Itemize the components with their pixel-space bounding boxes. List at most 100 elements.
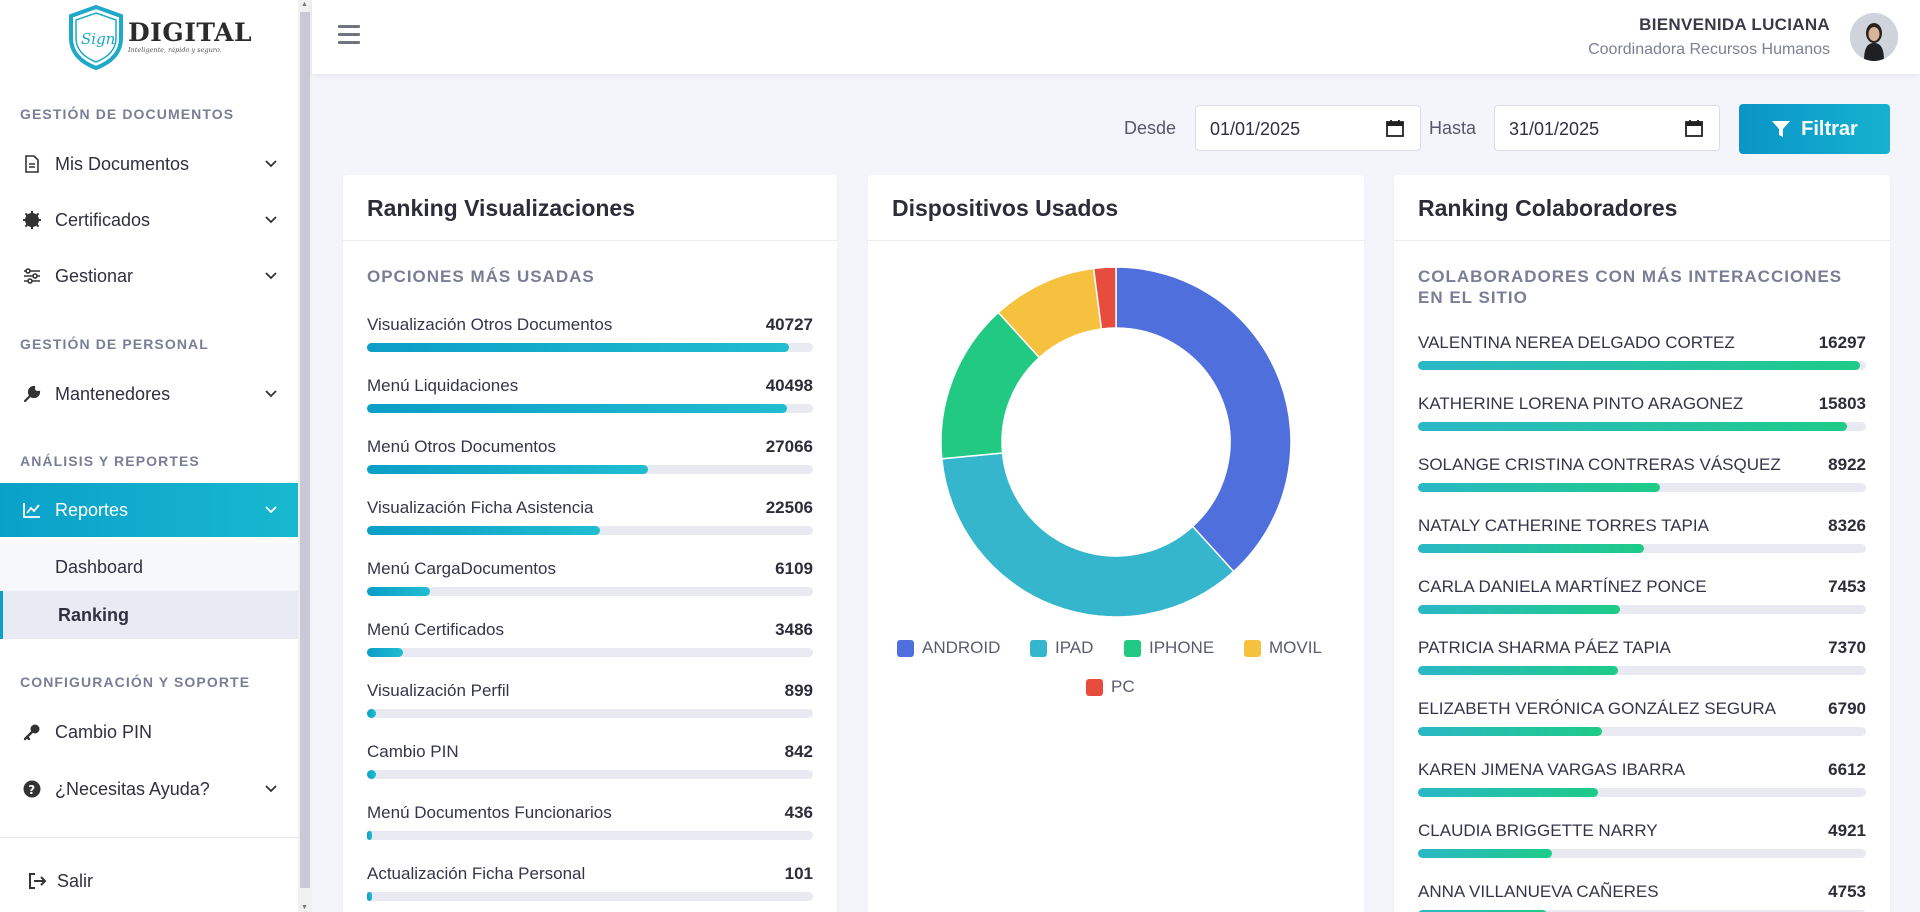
scroll-down-arrow-icon[interactable]: ▼: [301, 904, 308, 911]
sidebar-item-label: ¿Necesitas Ayuda?: [55, 778, 210, 799]
row-value: 40498: [765, 376, 813, 395]
row-value: 7453: [1828, 577, 1866, 596]
filter-button[interactable]: Filtrar: [1739, 104, 1890, 154]
row-label: ANNA VILLANUEVA CAÑERES: [1418, 882, 1659, 901]
row-value: 27066: [765, 437, 813, 456]
logout-label: Salir: [57, 870, 94, 891]
legend-swatch: [1244, 639, 1261, 657]
user-role: Coordinadora Recursos Humanos: [1588, 41, 1830, 58]
sidebar-item-reportes[interactable]: Reportes: [0, 483, 298, 537]
row-value: 22506: [765, 498, 813, 517]
hamburger-menu-icon[interactable]: [338, 25, 360, 45]
row-label: NATALY CATHERINE TORRES TAPIA: [1418, 516, 1709, 535]
ranking-row: CARLA DANIELA MARTÍNEZ PONCE 7453: [1418, 577, 1866, 617]
row-label: CARLA DANIELA MARTÍNEZ PONCE: [1418, 577, 1707, 596]
ranking-row: Cambio PIN 842: [367, 742, 813, 782]
wrench-icon: [22, 384, 42, 404]
progress-fill: [367, 831, 373, 840]
row-label: ELIZABETH VERÓNICA GONZÁLEZ SEGURA: [1418, 699, 1777, 718]
row-value: 7370: [1828, 638, 1866, 657]
ranking-row: PATRICIA SHARMA PÁEZ TAPIA 7370: [1418, 638, 1866, 678]
progress-track: [367, 770, 813, 779]
ranking-row: VALENTINA NEREA DELGADO CORTEZ 16297: [1418, 333, 1866, 373]
legend-item-ipad[interactable]: IPAD: [1030, 638, 1093, 658]
calendar-icon[interactable]: [1685, 119, 1703, 137]
sidebar-subitem-dashboard[interactable]: Dashboard: [0, 543, 298, 591]
scrollbar-thumb[interactable]: [300, 12, 310, 888]
card-title: Ranking Colaboradores: [1394, 175, 1890, 241]
row-value: 101: [784, 864, 813, 883]
legend-swatch: [897, 639, 914, 657]
sidebar-item-certificados[interactable]: Certificados: [0, 193, 298, 247]
row-value: 40727: [765, 315, 813, 334]
progress-track: [367, 648, 813, 657]
sidebar-item-cambio-pin[interactable]: Cambio PIN: [0, 705, 298, 759]
logout-button[interactable]: Salir: [0, 854, 298, 908]
ranking-row: Visualización Otros Documentos 40727: [367, 315, 813, 355]
ranking-row: Visualización Ficha Asistencia 22506: [367, 498, 813, 538]
sidebar-item-gestionar[interactable]: Gestionar: [0, 249, 298, 303]
avatar[interactable]: [1850, 13, 1898, 61]
row-value: 6790: [1828, 699, 1866, 718]
logo-text: DIGITAL: [128, 18, 253, 47]
row-label: Menú Otros Documentos: [367, 437, 556, 456]
row-value: 6109: [775, 559, 813, 578]
legend-item-pc[interactable]: PC: [1086, 677, 1135, 697]
donut-slice-ipad[interactable]: [940, 452, 1235, 618]
legend-item-iphone[interactable]: IPHONE: [1124, 638, 1214, 658]
ranking-collaborators-card: Ranking Colaboradores COLABORADORES CON …: [1394, 175, 1890, 912]
ranking-row: Menú Certificados 3486: [367, 620, 813, 660]
progress-track: [1418, 788, 1866, 797]
ranking-row: Actualización Ficha Personal 101: [367, 864, 813, 904]
donut-slice-pc[interactable]: [1092, 266, 1117, 330]
legend-label: IPHONE: [1149, 638, 1215, 657]
legend-item-movil[interactable]: MOVIL: [1244, 638, 1322, 658]
progress-track: [1418, 727, 1866, 736]
section-configuracion-soporte: CONFIGURACIÓN Y SOPORTE: [20, 674, 251, 690]
ranking-row: KAREN JIMENA VARGAS IBARRA 6612: [1418, 760, 1866, 800]
chevron-down-icon: [265, 506, 277, 514]
donut-slice-android[interactable]: [1115, 266, 1292, 573]
to-date-input[interactable]: 31/01/2025: [1494, 105, 1720, 151]
row-label: KAREN JIMENA VARGAS IBARRA: [1418, 760, 1686, 779]
welcome-text: BIENVENIDA LUCIANA: [1639, 15, 1830, 34]
progress-track: [1418, 483, 1866, 492]
calendar-icon[interactable]: [1386, 119, 1404, 137]
row-label: Menú Liquidaciones: [367, 376, 519, 395]
row-label: Menú CargaDocumentos: [367, 559, 556, 578]
logo[interactable]: Sign DIGITAL Inteligente, rápido y segur…: [66, 4, 252, 72]
progress-fill: [367, 892, 373, 901]
legend-swatch: [1030, 639, 1047, 657]
sidebar-item-mantenedores[interactable]: Mantenedores: [0, 367, 298, 421]
ranking-row: KATHERINE LORENA PINTO ARAGONEZ 15803: [1418, 394, 1866, 434]
card-title: Ranking Visualizaciones: [343, 175, 837, 241]
progress-track: [367, 831, 813, 840]
row-label: Menú Documentos Funcionarios: [367, 803, 612, 822]
sidebar-subitem-ranking[interactable]: Ranking: [0, 591, 298, 639]
from-date-input[interactable]: 01/01/2025: [1195, 105, 1421, 151]
progress-track: [367, 343, 813, 352]
ranking-row: SOLANGE CRISTINA CONTRERAS VÁSQUEZ 8922: [1418, 455, 1866, 495]
row-value: 842: [784, 742, 813, 761]
progress-fill: [1418, 605, 1621, 614]
progress-fill: [367, 526, 601, 535]
sign-out-icon: [28, 871, 48, 891]
progress-fill: [367, 709, 377, 718]
ranking-row: Visualización Perfil 899: [367, 681, 813, 721]
ranking-views-card: Ranking Visualizaciones OPCIONES MÁS USA…: [343, 175, 837, 912]
legend-swatch: [1124, 639, 1141, 657]
scroll-up-arrow-icon[interactable]: ▲: [301, 1, 308, 8]
chevron-down-icon: [265, 272, 277, 280]
progress-track: [1418, 666, 1866, 675]
sidebar-scrollbar[interactable]: ▲ ▼: [298, 0, 312, 912]
legend-item-android[interactable]: ANDROID: [897, 638, 1000, 658]
sidebar-item-mis-documentos[interactable]: Mis Documentos: [0, 137, 298, 191]
sidebar-item-label: Mantenedores: [55, 383, 171, 404]
progress-fill: [1418, 727, 1603, 736]
progress-fill: [1418, 910, 1548, 912]
chevron-down-icon: [265, 216, 277, 224]
logo-tagline: Inteligente, rápido y seguro.: [128, 46, 222, 54]
sidebar-divider: [0, 837, 298, 838]
sidebar-item-ayuda[interactable]: ? ¿Necesitas Ayuda?: [0, 762, 298, 816]
sidebar-item-label: Reportes: [55, 499, 129, 520]
